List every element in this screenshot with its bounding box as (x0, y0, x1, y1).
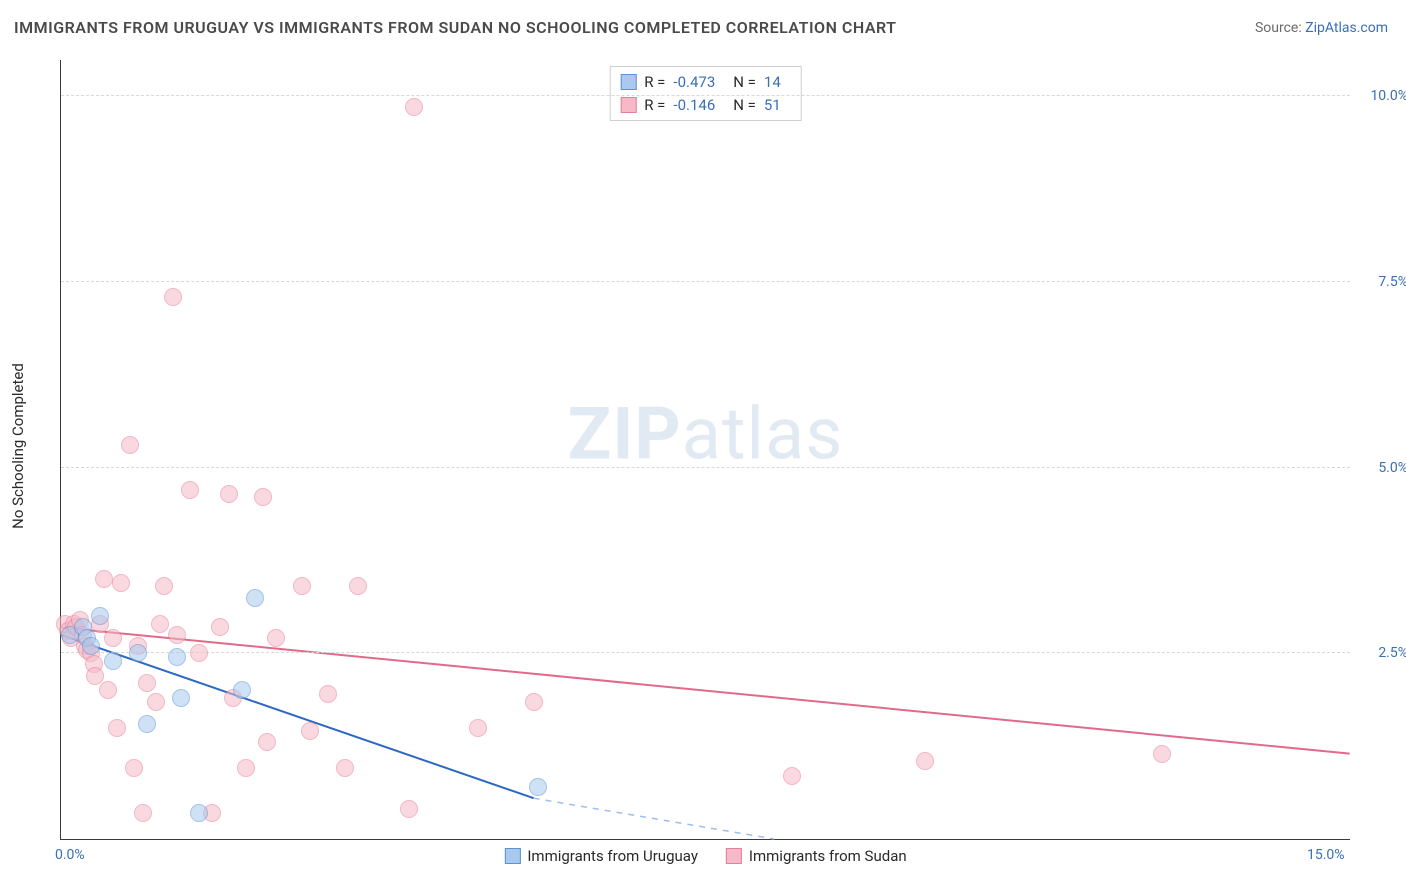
sudan-point (99, 681, 117, 699)
stat-n-label: N = (733, 94, 756, 117)
x-tick-label: 0.0% (55, 847, 85, 863)
y-tick-label: 10.0% (1358, 88, 1406, 104)
legend-item-sudan: Immigrants from Sudan (726, 847, 907, 865)
sudan-point (134, 804, 152, 822)
gridline (61, 652, 1350, 653)
sudan-point (125, 759, 143, 777)
sudan-point (220, 485, 238, 503)
watermark-rest: atlas (682, 391, 844, 476)
correlation-chart: IMMIGRANTS FROM URUGUAY VS IMMIGRANTS FR… (0, 0, 1406, 892)
sudan-point (400, 800, 418, 818)
sudan-point (112, 574, 130, 592)
sudan-point (147, 693, 165, 711)
stat-n-label: N = (733, 71, 756, 94)
sudan-point (405, 98, 423, 116)
sudan-point (95, 570, 113, 588)
stat-r-label: R = (644, 71, 665, 94)
gridline (61, 95, 1350, 96)
sudan-point (258, 733, 276, 751)
watermark: ZIPatlas (568, 391, 844, 476)
sudan-point (783, 767, 801, 785)
uruguay-point (91, 607, 109, 625)
sudan-point (190, 644, 208, 662)
plot-area: ZIPatlas R = -0.473 N = 14 R = -0.146 N … (60, 60, 1350, 840)
watermark-bold: ZIP (568, 391, 682, 476)
sudan-point (211, 618, 229, 636)
chart-title: IMMIGRANTS FROM URUGUAY VS IMMIGRANTS FR… (14, 18, 897, 37)
uruguay-point (233, 681, 251, 699)
uruguay-point (168, 648, 186, 666)
sudan-point (1153, 745, 1171, 763)
sudan-point (237, 759, 255, 777)
sudan-point (254, 488, 272, 506)
gridline (61, 281, 1350, 282)
source-label: Source: (1255, 20, 1305, 36)
sudan-point (108, 719, 126, 737)
sudan-point (319, 685, 337, 703)
sudan-point (349, 577, 367, 595)
stat-n-value-uruguay: 14 (764, 71, 781, 94)
sudan-point (525, 693, 543, 711)
uruguay-point (82, 637, 100, 655)
gridline (61, 467, 1350, 468)
uruguay-point (129, 644, 147, 662)
stat-r-value-uruguay: -0.473 (673, 71, 715, 94)
y-tick-label: 2.5% (1358, 645, 1406, 661)
sudan-point (336, 759, 354, 777)
sudan-point (138, 674, 156, 692)
uruguay-point (190, 804, 208, 822)
stat-r-value-sudan: -0.146 (673, 94, 715, 117)
source-value: ZipAtlas.com (1305, 20, 1388, 36)
sudan-point (168, 626, 186, 644)
swatch-uruguay (620, 74, 636, 90)
legend-label-uruguay: Immigrants from Uruguay (527, 847, 698, 865)
swatch-sudan (620, 97, 636, 113)
x-tick-label: 15.0% (1307, 847, 1345, 863)
sudan-point (164, 288, 182, 306)
sudan-point (916, 752, 934, 770)
sudan-point (293, 577, 311, 595)
y-tick-label: 7.5% (1358, 274, 1406, 290)
stat-n-value-sudan: 51 (764, 94, 781, 117)
sudan-point (301, 722, 319, 740)
y-tick-label: 5.0% (1358, 460, 1406, 476)
sudan-point (121, 436, 139, 454)
legend-bottom: Immigrants from Uruguay Immigrants from … (504, 847, 906, 865)
trend-lines (61, 60, 1350, 839)
legend-stats-row-sudan: R = -0.146 N = 51 (620, 94, 791, 117)
sudan-point (104, 629, 122, 647)
sudan-point (181, 481, 199, 499)
sudan-point (151, 615, 169, 633)
uruguay-point (172, 689, 190, 707)
uruguay-point (138, 715, 156, 733)
swatch-uruguay (504, 848, 520, 864)
uruguay-point (529, 778, 547, 796)
legend-stats-row-uruguay: R = -0.473 N = 14 (620, 71, 791, 94)
legend-item-uruguay: Immigrants from Uruguay (504, 847, 698, 865)
sudan-point (267, 629, 285, 647)
y-axis-label: No Schooling Completed (9, 363, 27, 529)
sudan-point (155, 577, 173, 595)
sudan-point (86, 667, 104, 685)
swatch-sudan (726, 848, 742, 864)
sudan-point (469, 719, 487, 737)
stat-r-label: R = (644, 94, 665, 117)
uruguay-point (246, 589, 264, 607)
source-attribution: Source: ZipAtlas.com (1255, 20, 1388, 36)
uruguay-point (104, 652, 122, 670)
legend-label-sudan: Immigrants from Sudan (749, 847, 907, 865)
legend-stats: R = -0.473 N = 14 R = -0.146 N = 51 (609, 66, 802, 121)
